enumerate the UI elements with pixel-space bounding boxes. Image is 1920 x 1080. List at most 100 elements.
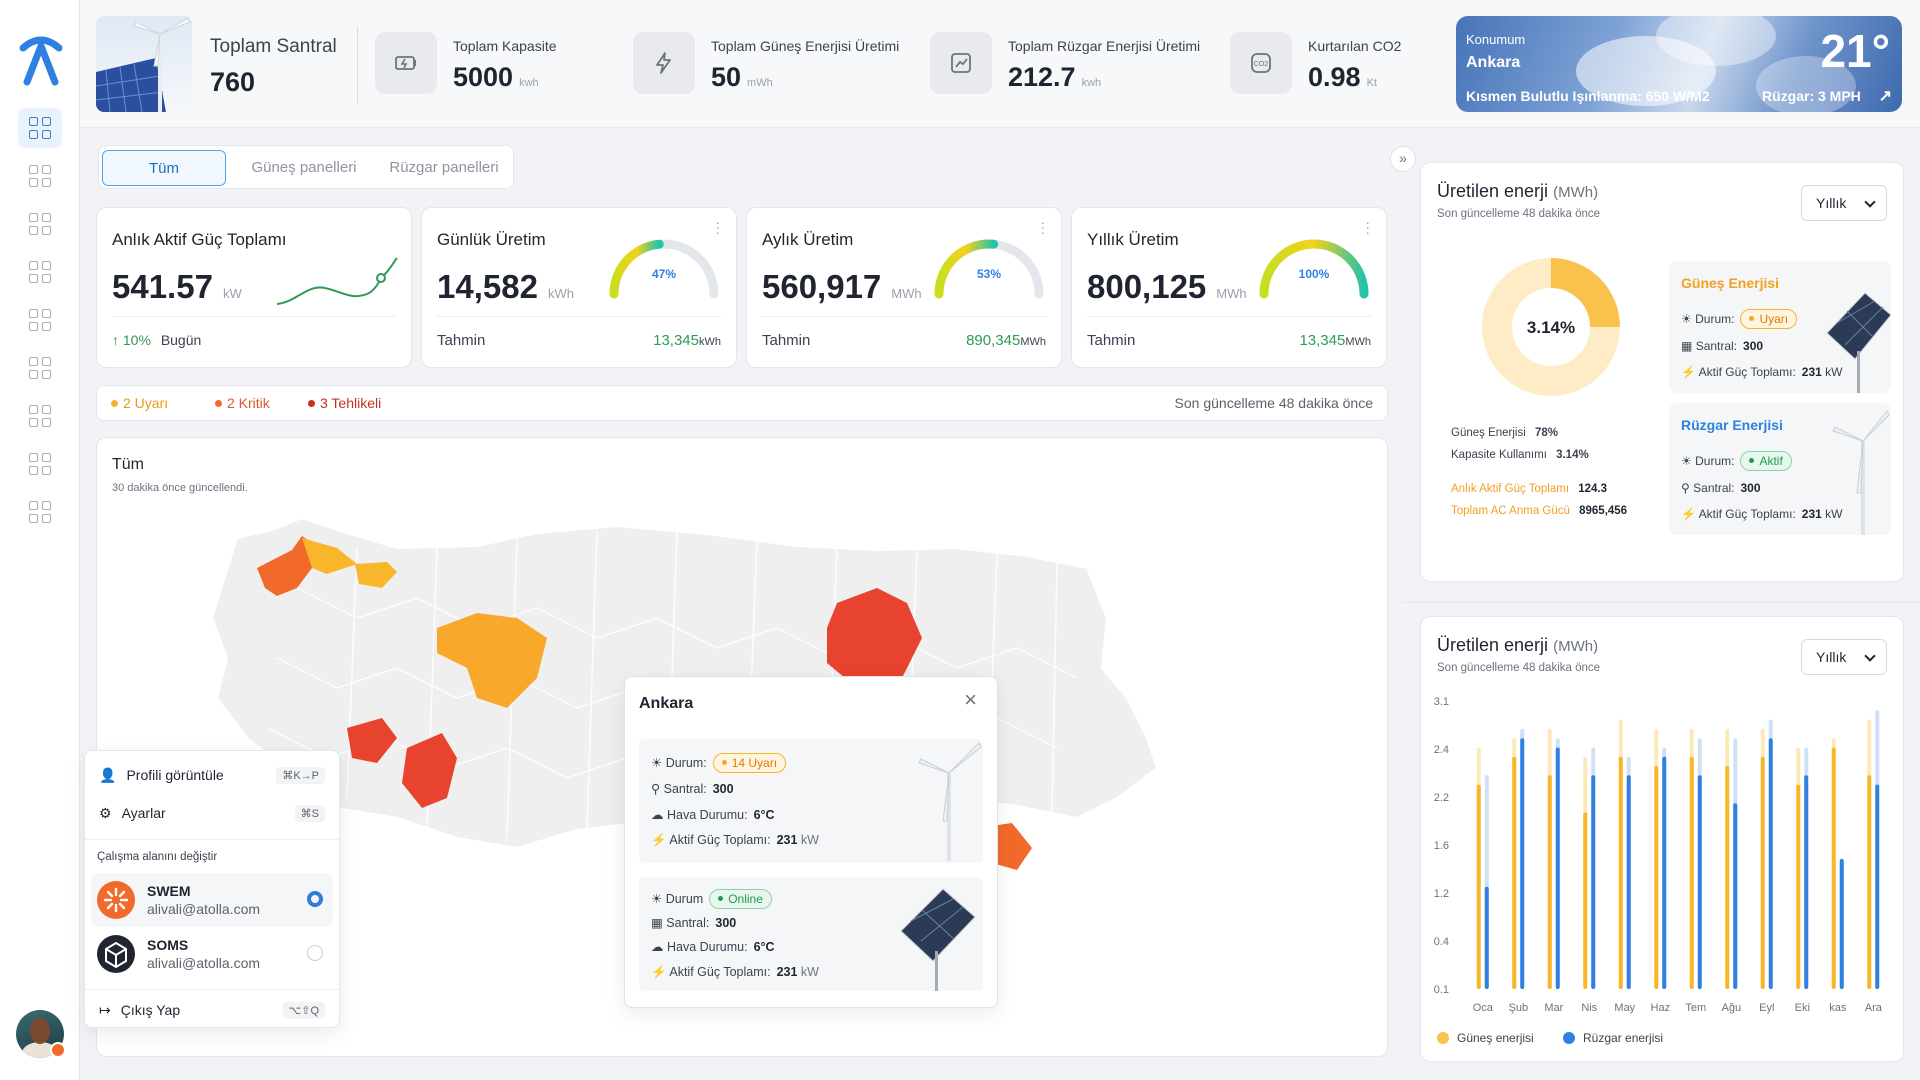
bar-solar[interactable] xyxy=(1689,756,1694,989)
close-icon[interactable]: × xyxy=(964,687,977,712)
tab-all[interactable]: Tüm xyxy=(102,150,226,186)
period-dropdown[interactable]: Yıllık xyxy=(1801,185,1887,221)
stat-label: Toplam Kapasite xyxy=(453,38,557,54)
sidebar-item-maintenance[interactable] xyxy=(18,444,62,484)
workspace-swem[interactable]: SWEM alivali@atolla.com xyxy=(91,873,333,927)
region-istanbul[interactable] xyxy=(302,538,357,574)
weather-widget[interactable]: Konumum Ankara 21° Kısmen Bulutlu Işınla… xyxy=(1456,16,1902,112)
alert-warning[interactable]: 2 Uyarı xyxy=(111,395,168,411)
grid-icon xyxy=(29,501,51,523)
legend-wind[interactable]: Rüzgar enerjisi xyxy=(1563,1031,1663,1045)
bar-wind[interactable] xyxy=(1662,756,1667,989)
sidebar-item-turbines[interactable] xyxy=(18,252,62,292)
forecast-label: Tahmin xyxy=(437,332,486,349)
user-avatar[interactable] xyxy=(16,1010,64,1058)
wind-energy-card[interactable]: Rüzgar Enerjisi ☀ Durum: Aktif ⚲ Santral:… xyxy=(1669,403,1891,535)
grid-icon xyxy=(29,213,51,235)
solar-energy-card[interactable]: Güneş Enerjisi ☀ Durum: Uyarı ▦ Santral: 3… xyxy=(1669,261,1891,393)
weather-expand-icon[interactable]: ↗ xyxy=(1878,88,1892,105)
x-tick-label: Nis xyxy=(1581,1002,1597,1014)
y-tick-label: 1.6 xyxy=(1434,840,1449,852)
bar-wind[interactable] xyxy=(1697,775,1702,989)
bar-solar[interactable] xyxy=(1583,812,1588,990)
bar-wind[interactable] xyxy=(1520,738,1525,989)
alert-danger[interactable]: 3 Tehlikeli xyxy=(308,395,381,411)
tab-solar-panels[interactable]: Güneş panelleri xyxy=(251,159,357,176)
stat-label: Toplam Güneş Enerjisi Üretimi xyxy=(711,38,900,54)
sidebar-item-reports[interactable] xyxy=(18,300,62,340)
stat-number: 50 xyxy=(711,62,742,92)
x-tick-label: kas xyxy=(1829,1002,1847,1014)
trend-up-icon xyxy=(930,32,992,94)
bar-solar[interactable] xyxy=(1512,756,1517,989)
workspace-soms[interactable]: SOMS alivali@atolla.com xyxy=(91,927,333,981)
menu-profile[interactable]: 👤 Profili görüntüle ⌘K→P xyxy=(99,767,325,784)
bar-solar[interactable] xyxy=(1760,756,1765,989)
sidebar-item-settings[interactable] xyxy=(18,492,62,532)
energy-bar-chart[interactable]: 3.1 2.4 2.2 1.6 1.2 0.4 0.1 Oca Şub Mar Nis May Haz T… xyxy=(1421,693,1905,1023)
wind-turbine-image xyxy=(918,742,982,861)
sun-icon: ☀ xyxy=(651,892,663,906)
sidebar-item-alerts[interactable] xyxy=(18,348,62,388)
bar-wind[interactable] xyxy=(1839,858,1844,989)
sun-icon: ☀ xyxy=(1681,312,1692,326)
sidebar-item-plants[interactable] xyxy=(18,156,62,196)
energy-summary-card: Üretilen enerji (MWh) Son güncelleme 48 … xyxy=(1420,162,1904,582)
bar-solar[interactable] xyxy=(1831,747,1836,990)
x-tick-label: Eki xyxy=(1795,1002,1810,1014)
wind-plant-item[interactable]: ☀ Durum: 14 Uyarı ⚲ Santral: 300 ☁ Hava Du… xyxy=(639,739,983,863)
gauge-fill xyxy=(609,239,664,299)
alert-critical[interactable]: 2 Kritik xyxy=(215,395,270,411)
region-erzurum[interactable] xyxy=(827,588,922,688)
weather-temperature: 21° xyxy=(1820,25,1890,77)
tab-wind-panels[interactable]: Rüzgar panelleri xyxy=(389,159,499,176)
workspace-radio[interactable] xyxy=(307,945,323,961)
x-tick-label: Haz xyxy=(1651,1002,1671,1014)
gauge-label: 53% xyxy=(977,267,1001,281)
sidebar-item-analytics[interactable] xyxy=(18,396,62,436)
bar-wind[interactable] xyxy=(1626,775,1631,989)
menu-settings[interactable]: ⚙ Ayarlar ⌘S xyxy=(99,805,325,822)
svg-text:CO2: CO2 xyxy=(1254,61,1269,68)
workspace-radio-selected[interactable] xyxy=(307,891,323,907)
more-options-icon[interactable]: · · · xyxy=(1365,214,1370,240)
solar-plant-item[interactable]: ☀ Durum Online ▦ Santral: 300 ☁ Hava Durum… xyxy=(639,877,983,991)
bar-wind[interactable] xyxy=(1484,886,1489,989)
bar-solar[interactable] xyxy=(1796,784,1801,989)
bar-solar[interactable] xyxy=(1618,756,1623,989)
map-subtitle: 30 dakika önce güncellendi. xyxy=(112,482,248,494)
kpi-title: Anlık Aktif Güç Toplamı xyxy=(112,230,287,249)
y-tick-label: 0.4 xyxy=(1434,936,1449,948)
turbine-icon: ⚲ xyxy=(1681,481,1690,495)
bar-solar[interactable] xyxy=(1547,775,1552,989)
sidebar-item-dashboard[interactable] xyxy=(18,108,62,148)
region-kocaeli[interactable] xyxy=(355,562,397,588)
kpi-card-monthly: Aylık Üretim · · · 560,917 MWh Tahmin 890,345MW… xyxy=(746,207,1062,368)
region-eskisehir[interactable] xyxy=(437,613,547,708)
weather-value: 6°C xyxy=(753,808,775,822)
chart-period-dropdown[interactable]: Yıllık xyxy=(1801,639,1887,675)
bar-solar[interactable] xyxy=(1867,775,1872,989)
stat-number: 5000 xyxy=(453,62,514,92)
bar-wind[interactable] xyxy=(1875,784,1880,989)
more-options-icon[interactable]: · · · xyxy=(715,214,720,240)
bar-wind[interactable] xyxy=(1733,803,1738,989)
bar-wind[interactable] xyxy=(1555,747,1560,990)
menu-logout[interactable]: ↦ Çıkış Yap ⌥⇧Q xyxy=(99,1002,325,1019)
legend-solar[interactable]: Güneş enerjisi xyxy=(1437,1031,1534,1045)
sidebar-item-panels[interactable] xyxy=(18,204,62,244)
bar-solar[interactable] xyxy=(1725,766,1730,989)
more-options-icon[interactable]: · · · xyxy=(1040,214,1045,240)
collapse-panel-button[interactable]: » xyxy=(1390,146,1416,172)
app-logo[interactable] xyxy=(17,30,65,86)
bar-solar[interactable] xyxy=(1476,784,1481,989)
region-edirne[interactable] xyxy=(257,536,317,596)
region-usak[interactable] xyxy=(347,718,397,763)
bar-solar[interactable] xyxy=(1654,766,1659,989)
bar-wind[interactable] xyxy=(1804,775,1809,989)
donut-chart: 3.14% xyxy=(1482,258,1620,396)
bar-wind[interactable] xyxy=(1768,738,1773,989)
region-konya[interactable] xyxy=(402,733,457,808)
grid-icon xyxy=(29,165,51,187)
bar-wind[interactable] xyxy=(1591,775,1596,989)
